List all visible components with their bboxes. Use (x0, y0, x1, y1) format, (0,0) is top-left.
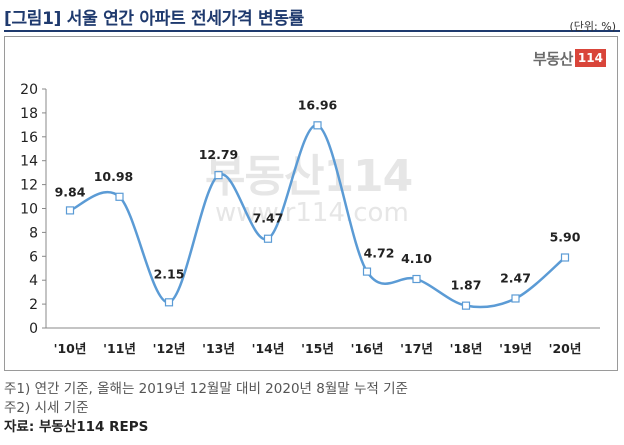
footnotes: 주1) 연간 기준, 올해는 2019년 12월말 대비 2020년 8월말 누… (4, 380, 408, 437)
data-point (313, 121, 322, 130)
data-point (115, 192, 124, 201)
data-point (65, 206, 75, 215)
chart-title: [그림1] 서울 연간 아파트 전세가격 변동률 (4, 9, 304, 29)
data-label: 2.15 (154, 266, 185, 281)
footnote-1: 주1) 연간 기준, 올해는 2019년 12월말 대비 2020년 8월말 누… (4, 381, 408, 397)
brand-logo: 부동산 114 (533, 48, 606, 68)
data-label: 9.84 (55, 184, 86, 199)
x-tick-label: '14년 (252, 341, 285, 356)
footnote-2: 주2) 시세 기준 (4, 400, 89, 416)
series-line (69, 124, 566, 309)
x-tick-label: '11년 (103, 341, 136, 356)
y-tick-label: 6 (29, 249, 38, 265)
data-label: 1.87 (451, 278, 482, 293)
x-tick-label: '19년 (499, 341, 532, 356)
watermark-logo: 부동산114 (205, 151, 413, 202)
x-tick-label: '15년 (301, 341, 334, 356)
chart-frame (4, 36, 618, 371)
y-tick-label: 18 (20, 106, 38, 122)
data-label: 16.96 (298, 97, 338, 112)
y-tick-label: 10 (20, 202, 38, 218)
data-point (511, 294, 520, 303)
y-tick-label: 16 (20, 130, 38, 146)
y-tick-label: 12 (20, 178, 38, 194)
x-tick-label: '10년 (54, 341, 87, 356)
data-label: 10.98 (94, 169, 134, 184)
data-label: 7.47 (253, 211, 284, 226)
y-tick-label: 14 (20, 154, 38, 170)
data-label: 2.47 (500, 270, 531, 285)
data-point (263, 234, 273, 243)
logo-text: 부동산 (533, 49, 573, 68)
data-point (214, 171, 223, 180)
x-tick-label: '20년 (549, 341, 582, 356)
x-tick-label: '18년 (450, 341, 483, 356)
source-note: 자료: 부동산114 REPS (4, 419, 149, 435)
data-point (412, 274, 421, 284)
data-label: 5.90 (550, 229, 581, 244)
data-label: 12.79 (199, 147, 239, 162)
unit-label: (단위: %) (569, 20, 616, 33)
y-tick-label: 0 (29, 321, 38, 337)
data-label: 4.10 (401, 251, 432, 266)
x-tick-label: '12년 (153, 341, 186, 356)
x-tick-label: '16년 (351, 341, 384, 356)
y-tick-label: 4 (29, 273, 38, 289)
x-tick-label: '17년 (400, 341, 433, 356)
x-tick-label: '13년 (202, 341, 235, 356)
data-point (362, 267, 372, 276)
data-label: 4.72 (364, 246, 395, 261)
data-point (461, 301, 471, 310)
title-divider (4, 30, 620, 32)
data-point (164, 298, 174, 307)
y-tick-label: 8 (29, 225, 38, 241)
logo-box: 114 (574, 49, 606, 67)
y-tick-label: 2 (29, 297, 38, 313)
data-point (560, 253, 570, 262)
y-tick-label: 20 (20, 82, 38, 98)
